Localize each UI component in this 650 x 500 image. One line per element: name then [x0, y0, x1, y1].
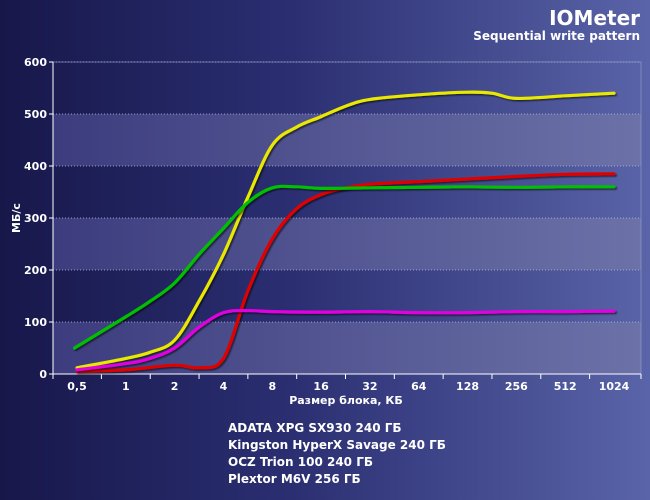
x-axis: 0,5 1 2 4 8 16 32 64 128 256 512 1024 [52, 373, 642, 393]
grid-band [53, 322, 641, 374]
grid-band [53, 218, 641, 270]
grid-bands [52, 61, 642, 375]
legend-label: OCZ Trion 100 240 ГБ [228, 455, 373, 469]
y-tick-label: 500 [24, 108, 47, 121]
x-tick-label: 128 [456, 380, 479, 393]
legend-label: Kingston HyperX Savage 240 ГБ [228, 438, 446, 452]
series-line-2 [75, 308, 616, 372]
x-axis-label: Размер блока, КБ [289, 394, 403, 407]
legend-item: Kingston HyperX Savage 240 ГБ [202, 438, 446, 452]
y-axis-label: МБ/с [10, 203, 23, 233]
y-tick-label: 200 [24, 264, 47, 277]
series-line-3 [73, 184, 616, 350]
legend-label: Plextor M6V 256 ГБ [228, 472, 361, 486]
x-tick-label: 64 [411, 380, 427, 393]
legend: ADATA XPG SX930 240 ГБ Kingston HyperX Sa… [202, 421, 446, 486]
legend-item: ADATA XPG SX930 240 ГБ [202, 421, 402, 435]
y-axis: 0 100 200 300 400 500 600 [24, 56, 54, 381]
x-tick-label: 1024 [599, 380, 630, 393]
y-tick-label: 0 [39, 368, 47, 381]
series-lines [73, 90, 616, 373]
x-tick-label: 2 [171, 380, 179, 393]
legend-item: Plextor M6V 256 ГБ [202, 472, 361, 486]
y-tick-label: 400 [24, 160, 47, 173]
x-tick-label: 512 [554, 380, 577, 393]
x-tick-label: 8 [268, 380, 276, 393]
x-tick-label: 4 [220, 380, 228, 393]
y-tick-label: 100 [24, 316, 47, 329]
chart-title: IOMeter [549, 6, 640, 30]
x-tick-label: 256 [505, 380, 528, 393]
y-tick-label: 600 [24, 56, 47, 69]
x-tick-label: 16 [313, 380, 329, 393]
series-line-0 [75, 172, 616, 373]
legend-label: ADATA XPG SX930 240 ГБ [228, 421, 402, 435]
series-line-1 [75, 90, 616, 370]
chart-subtitle: Sequential write pattern [473, 29, 640, 43]
grid-band [53, 114, 641, 166]
x-tick-label: 1 [122, 380, 130, 393]
x-tick-label: 32 [362, 380, 377, 393]
legend-item: OCZ Trion 100 240 ГБ [202, 455, 373, 469]
x-tick-label: 0,5 [67, 380, 87, 393]
y-tick-label: 300 [24, 212, 47, 225]
